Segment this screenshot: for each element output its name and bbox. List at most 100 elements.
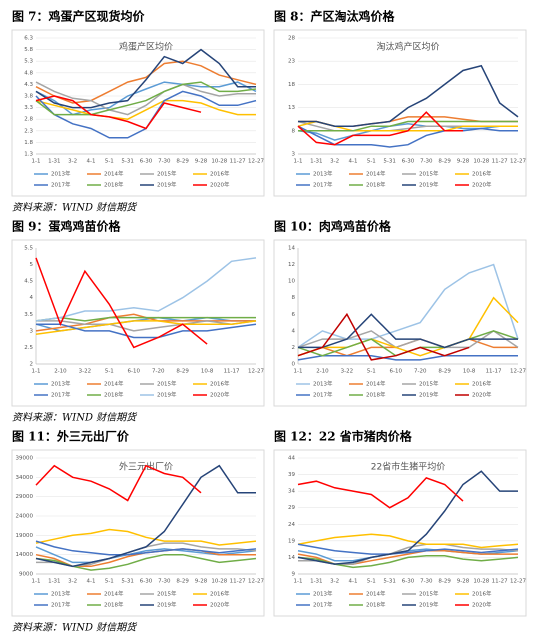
y-tick-label: 14 [288,246,295,252]
series-line [35,464,256,568]
x-tick-label: 1-1 [294,579,303,585]
y-tick-label: 2 [292,345,296,351]
x-tick-label: 9-28 [457,579,470,585]
x-tick-label: 5-1 [105,579,114,585]
legend-label: 2018年 [366,181,386,189]
y-tick-label: 9000 [19,572,33,578]
x-tick-label: 12-27 [248,369,264,375]
y-tick-label: 9 [292,572,296,578]
y-tick-label: 2.8 [24,117,33,123]
x-tick-label: 7-30 [158,579,171,585]
series-line [35,464,202,502]
figure-caption: 图 9：蛋鸡鸡苗价格 [12,219,122,234]
x-tick-label: 8-29 [176,159,189,165]
figure-caption: 图 8：产区淘汰鸡价格 [274,9,396,24]
y-tick-label: 19 [288,538,295,544]
legend-label: 2014年 [366,380,386,388]
x-tick-label: 1-31 [48,579,60,585]
y-tick-label: 13 [288,105,295,111]
y-tick-label: 4.5 [24,279,33,285]
x-tick-label: 5-1 [105,159,114,165]
source-note: 资料来源：WIND 财信期货 [12,202,138,214]
source-note: 资料来源：WIND 财信期货 [12,622,138,634]
series-line [35,320,257,335]
series-line [35,257,257,322]
y-tick-label: 8 [292,128,296,134]
legend-label: 2017年 [313,391,333,399]
legend-label: 2015年 [419,590,439,598]
legend-label: 2014年 [366,590,386,598]
legend-label: 2018年 [104,181,124,189]
legend-label: 2015年 [157,590,177,598]
x-tick-label: 10-28 [211,579,227,585]
legend-label: 2016年 [210,170,230,178]
series-line [36,320,257,332]
figure-caption: 图 10：肉鸡鸡苗价格 [274,219,392,234]
legend-label: 2018年 [104,601,124,609]
y-tick-label: 18 [288,82,295,88]
y-tick-label: 10 [288,279,295,285]
legend-label: 2015年 [157,170,177,178]
y-tick-label: 2 [30,362,34,368]
x-tick-label: 10-28 [211,159,227,165]
legend-label: 2017年 [313,601,333,609]
series-line [297,263,519,349]
legend-label: 2017年 [51,181,71,189]
y-tick-label: 4 [292,328,296,334]
legend-label: 2015年 [419,380,439,388]
x-tick-label: 7-20 [414,369,427,375]
series-line [35,81,257,116]
x-tick-label: 6-30 [140,159,153,165]
y-tick-label: 24 [288,522,295,528]
series-line [35,316,256,322]
x-tick-label: 5-1 [105,369,114,375]
legend-label: 2020年 [210,181,230,189]
x-tick-label: 4-1 [349,579,358,585]
y-tick-label: 12 [288,262,295,268]
x-tick-label: 3-2 [330,579,339,585]
x-tick-label: 5-31 [383,579,395,585]
y-tick-label: 3.8 [24,94,33,100]
x-tick-label: 4-1 [87,579,96,585]
x-tick-label: 6-30 [140,579,153,585]
x-tick-label: 12-27 [510,159,526,165]
legend-label: 2014年 [104,380,124,388]
x-tick-label: 1-31 [310,159,322,165]
series-line [297,543,519,555]
x-tick-label: 3-22 [341,369,353,375]
y-tick-label: 3.3 [24,105,33,111]
x-tick-label: 3-2 [330,159,339,165]
chart-subtitle: 淘汰鸡产区均价 [376,41,439,53]
legend-label: 2020年 [472,391,492,399]
y-tick-label: 14 [288,555,295,561]
y-tick-label: 4.3 [24,82,33,88]
legend-label: 2013年 [313,590,333,598]
x-tick-label: 5-1 [367,369,376,375]
series-line [35,99,256,120]
x-tick-label: 7-30 [420,579,433,585]
x-tick-label: 6-30 [402,579,415,585]
series-line [298,64,519,127]
legend-label: 2016年 [210,590,230,598]
x-tick-label: 8-29 [176,369,189,375]
y-tick-label: 2.5 [24,345,33,351]
series-line [35,540,257,556]
chart-frame [273,449,527,617]
x-tick-label: 1-1 [32,579,41,585]
chart-subtitle: 22省市生猪平均价 [371,461,445,473]
legend-label: 2014年 [366,170,386,178]
series-line [35,528,257,546]
chart-frame [11,29,265,197]
x-tick-label: 1-31 [310,579,322,585]
x-tick-label: 1-31 [48,159,60,165]
series-line [36,323,257,339]
source-note: 资料来源：WIND 财信期货 [12,412,138,424]
x-tick-label: 4-1 [87,159,96,165]
x-tick-label: 8-29 [438,159,451,165]
legend-label: 2019年 [157,601,177,609]
x-tick-label: 12-27 [248,159,264,165]
y-tick-label: 34 [288,489,295,495]
x-tick-label: 5-31 [383,159,395,165]
y-tick-label: 3 [30,328,34,334]
